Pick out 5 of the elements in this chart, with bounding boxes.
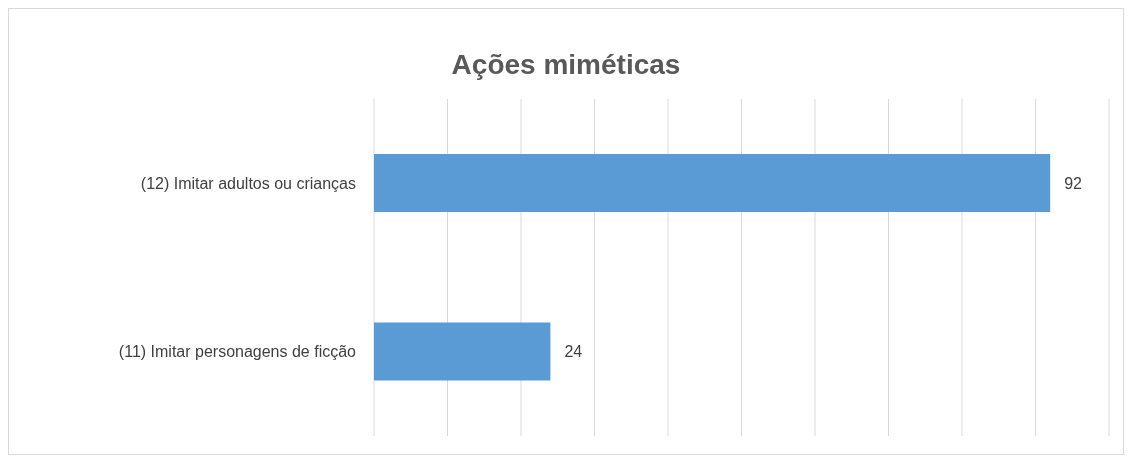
data-label: 92 bbox=[1064, 174, 1083, 192]
chart-title: Ações miméticas bbox=[450, 49, 682, 82]
y-tick-label: (11) Imitar personagens de ficção bbox=[118, 343, 357, 361]
data-label: 24 bbox=[564, 343, 583, 361]
y-tick-label: (12) Imitar adultos ou crianças bbox=[140, 174, 356, 192]
